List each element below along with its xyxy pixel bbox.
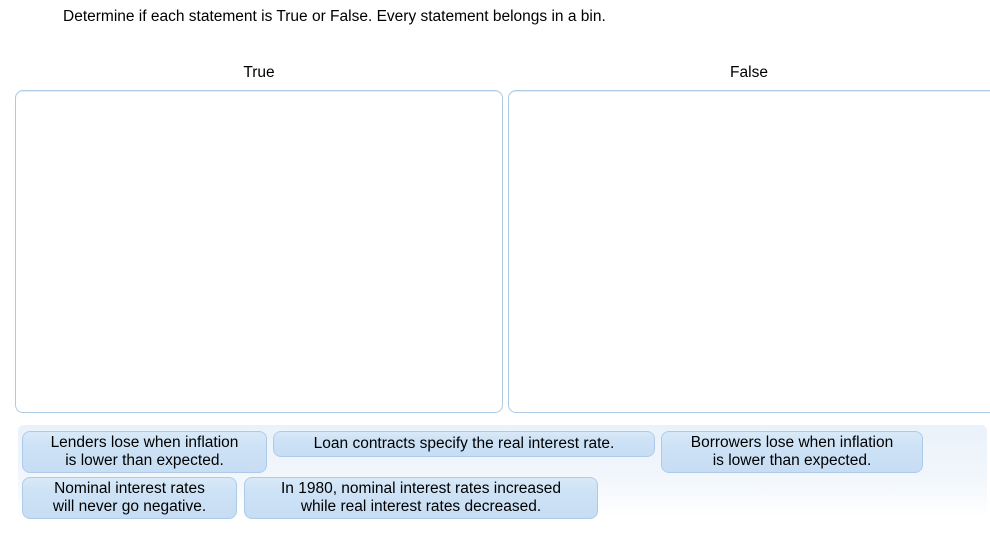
chip-line: will never go negative. [52,498,207,515]
false-bin-dropzone[interactable] [508,90,990,413]
chip-line: is lower than expected. [65,452,224,469]
chip-line: Borrowers lose when inflation [690,433,894,451]
false-bin-label: False [730,64,768,81]
statement-chip-1980-rates[interactable]: In 1980, nominal interest rates increase… [244,477,598,519]
chip-line: In 1980, nominal interest rates increase… [280,479,562,497]
statement-chip-lenders-lose[interactable]: Lenders lose when inflation is lower tha… [22,431,267,473]
chip-line: while real interest rates decreased. [300,498,542,515]
chip-line: Lenders lose when inflation [50,433,239,451]
chip-line: Nominal interest rates [54,479,205,497]
true-bin-dropzone[interactable] [15,90,503,413]
true-bin-label: True [243,64,275,81]
instruction-text: Determine if each statement is True or F… [63,8,606,25]
chip-line: is lower than expected. [712,452,872,469]
statement-chip-nominal-rates[interactable]: Nominal interest rates will never go neg… [22,477,237,519]
statement-chip-borrowers-lose[interactable]: Borrowers lose when inflation is lower t… [661,431,923,473]
statement-chip-loan-contracts[interactable]: Loan contracts specify the real interest… [273,431,655,457]
chip-line: Loan contracts specify the real interest… [313,434,615,452]
